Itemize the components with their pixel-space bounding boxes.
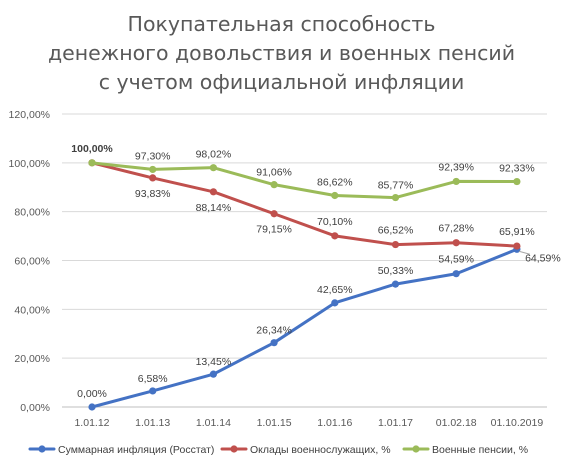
y-tick-label: 0,00% [20,402,50,414]
data-label: 92,33% [499,163,535,175]
data-point [452,239,460,247]
data-labels: 0,00% 6,58% 13,45% 26,34% 42,65% 50,33% 54,59%… [71,143,560,400]
data-point [513,242,521,250]
data-point [331,299,339,307]
data-label: 6,58% [138,373,168,385]
y-axis-ticks: 0,00% 20,00% 40,00% 60,00% 80,00% 100,00% 120,… [9,109,50,414]
data-point [391,240,400,249]
data-label: 79,15% [256,224,292,236]
x-axis-ticks: 1.01.12 1.01.13 1.01.14 1.01.15 1.01.16 1.01.… [74,417,543,429]
data-point [209,164,217,172]
data-label: 92,39% [438,161,474,173]
y-tick-label: 20,00% [14,353,50,365]
x-tick-label: 01.10.2019 [491,417,544,429]
data-point [149,165,157,174]
data-point [88,403,96,411]
data-label: 67,28% [438,223,474,235]
data-point [149,174,157,182]
data-point [391,280,400,288]
data-point [209,188,217,196]
data-label: 42,65% [317,284,353,296]
y-tick-label: 100,00% [9,158,50,170]
data-point [209,370,217,378]
label-leader-line [518,250,531,255]
legend-marker [38,445,46,453]
data-label: 65,91% [499,226,535,238]
x-tick-label: 1.01.16 [317,417,352,429]
data-label: 66,52% [378,225,414,237]
x-tick-label: 1.01.13 [135,417,170,429]
gridlines [62,113,547,408]
x-tick-label: 01.02.18 [436,417,477,429]
chart-title-line-2: денежного довольствия и военных пенсий [47,41,516,65]
data-point [452,177,460,186]
data-label: 91,06% [256,167,292,179]
y-tick-label: 60,00% [14,256,50,268]
data-point [88,159,96,167]
legend-label: Оклады военнослужащих, % [250,444,391,456]
series-line [90,161,519,248]
series-lines [88,159,521,411]
y-tick-label: 120,00% [9,109,50,121]
data-label: 93,83% [135,188,171,200]
chart-title-line-1: Покупательная способность [127,12,436,36]
chart-title: Покупательная способность денежного дово… [0,10,563,97]
data-point [513,177,521,186]
data-point [270,181,278,189]
x-tick-label: 1.01.17 [378,417,413,429]
data-point [270,339,278,347]
x-tick-label: 1.01.14 [196,417,231,429]
data-point [331,232,339,240]
data-label: 13,45% [196,356,232,368]
x-tick-label: 1.01.15 [257,417,292,429]
data-label: 88,14% [196,202,232,214]
data-label: 97,30% [135,150,171,162]
data-label: 86,62% [317,177,353,189]
series-line [90,247,519,409]
legend-marker [230,445,238,453]
data-point [331,191,339,200]
data-label: 100,00% [71,143,113,155]
legend-label: Суммарная инфляция (Росстат) [58,444,214,456]
data-label: 98,02% [196,149,232,161]
data-label: 70,10% [317,216,353,228]
chart-title-line-3: с учетом официальной инфляции [98,70,465,94]
legend-marker [412,445,420,453]
data-point [452,270,460,278]
x-tick-label: 1.01.12 [74,417,109,429]
legend-label: Военные пенсии, % [432,444,528,456]
data-point [391,193,400,202]
data-label: 85,77% [378,180,414,192]
data-point [149,387,157,395]
legend: Суммарная инфляция (Росстат) Оклады военн… [28,444,528,456]
data-label: 64,59% [525,252,561,264]
data-label: 54,59% [438,254,474,266]
data-label: 26,34% [256,325,292,337]
y-tick-label: 40,00% [14,304,50,316]
data-point [270,210,278,218]
y-tick-label: 80,00% [14,207,50,219]
data-label: 0,00% [77,388,107,400]
series-line [90,161,519,200]
data-label: 50,33% [378,265,414,277]
